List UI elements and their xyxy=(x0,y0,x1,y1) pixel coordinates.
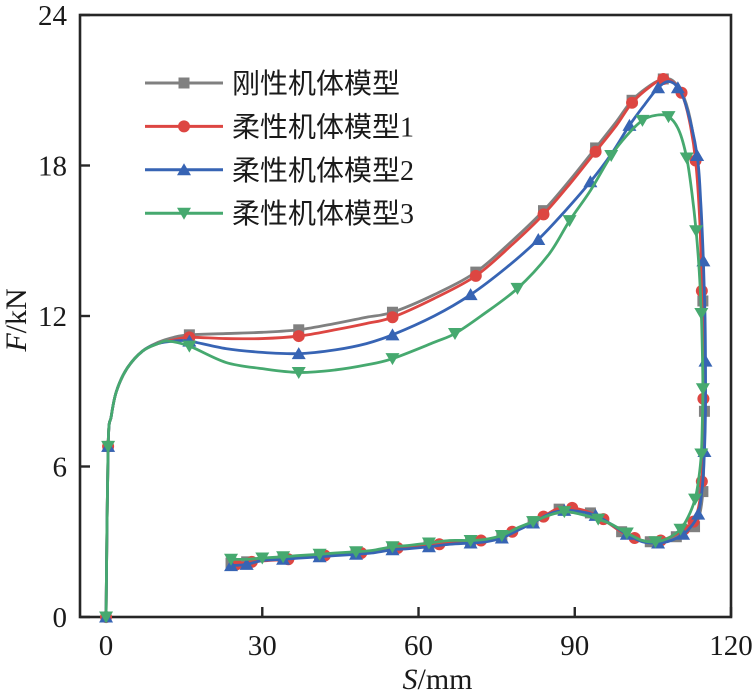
triangle-down-marker xyxy=(604,149,619,162)
x-tick-label: 90 xyxy=(560,630,589,662)
triangle-down-marker xyxy=(679,152,694,165)
legend-label: 柔性机体模型1 xyxy=(232,111,414,143)
triangle-down-marker xyxy=(695,383,710,396)
circle-marker xyxy=(589,145,602,158)
triangle-down-marker xyxy=(526,516,541,529)
y-axis-label: F/kN xyxy=(0,288,33,352)
y-tick-label: 12 xyxy=(38,301,67,333)
triangle-down-marker xyxy=(648,536,663,549)
triangle-up-marker xyxy=(291,347,306,360)
triangle-down-marker xyxy=(557,506,572,519)
circle-marker xyxy=(537,208,550,221)
triangle-down-marker xyxy=(591,513,606,526)
x-axis-label: S/mm xyxy=(402,663,472,696)
x-tick-label: 120 xyxy=(709,630,753,662)
triangle-up-marker xyxy=(463,288,478,301)
triangle-down-marker xyxy=(421,537,436,550)
x-tick-label: 30 xyxy=(248,630,277,662)
triangle-up-marker xyxy=(531,232,546,245)
triangle-down-marker xyxy=(510,282,525,295)
triangle-down-marker xyxy=(99,611,114,624)
triangle-down-marker xyxy=(385,353,400,366)
triangle-up-marker xyxy=(690,148,705,161)
circle-marker xyxy=(292,330,305,343)
circle-marker xyxy=(386,311,399,324)
triangle-up-marker xyxy=(698,354,713,367)
triangle-down-marker xyxy=(182,340,197,353)
legend-triangle-up-marker xyxy=(177,163,191,176)
series-3-line xyxy=(104,113,705,618)
triangle-up-marker xyxy=(385,328,400,341)
triangle-down-marker xyxy=(349,546,364,559)
legend-square-marker xyxy=(178,77,190,89)
y-tick-label: 0 xyxy=(53,602,68,634)
triangle-up-marker xyxy=(676,527,691,540)
triangle-down-marker xyxy=(688,493,703,506)
triangle-up-marker xyxy=(651,81,666,94)
triangle-down-marker xyxy=(619,527,634,540)
triangle-down-marker xyxy=(562,215,577,228)
circle-marker xyxy=(626,96,639,109)
legend-item-2: 柔性机体模型2 xyxy=(145,155,414,187)
triangle-down-marker xyxy=(447,328,462,341)
y-tick-label: 24 xyxy=(38,0,68,32)
square-marker xyxy=(293,324,305,336)
legend-label: 柔性机体模型2 xyxy=(232,155,414,187)
legend-item-3: 柔性机体模型3 xyxy=(145,198,414,230)
legend-item-1: 柔性机体模型1 xyxy=(145,111,414,143)
triangle-down-marker xyxy=(673,523,688,536)
triangle-down-marker xyxy=(689,225,704,238)
triangle-down-marker xyxy=(255,552,270,565)
x-tick-label: 60 xyxy=(404,630,433,662)
triangle-down-marker xyxy=(635,114,650,127)
circle-marker xyxy=(469,269,482,282)
triangle-down-marker xyxy=(694,307,709,320)
x-tick-label: 0 xyxy=(99,630,114,662)
series-3-markers xyxy=(99,111,710,624)
y-tick-label: 6 xyxy=(53,452,68,484)
axis-ticks: 0 30 60 90 120 0 6 12 18 24 xyxy=(38,0,753,662)
triangle-down-marker xyxy=(276,551,291,564)
triangle-up-marker xyxy=(691,507,706,520)
triangle-down-marker xyxy=(661,111,676,124)
triangle-down-marker xyxy=(224,553,239,566)
triangle-down-marker xyxy=(312,548,327,561)
triangle-down-marker xyxy=(101,440,116,453)
triangle-down-marker xyxy=(291,366,306,379)
legend-label: 刚性机体模型 xyxy=(232,68,400,100)
triangle-down-marker xyxy=(494,529,509,542)
legend-circle-marker xyxy=(178,120,190,133)
legend-item-0: 刚性机体模型 xyxy=(145,68,400,100)
triangle-up-marker xyxy=(670,81,685,94)
triangle-up-marker xyxy=(239,557,254,570)
triangle-down-marker xyxy=(694,448,709,461)
triangle-down-marker xyxy=(463,534,478,547)
y-tick-label: 18 xyxy=(38,151,67,183)
triangle-down-marker xyxy=(385,541,400,554)
legend-triangle-down-marker xyxy=(177,207,191,220)
legend-label: 柔性机体模型3 xyxy=(232,198,414,230)
